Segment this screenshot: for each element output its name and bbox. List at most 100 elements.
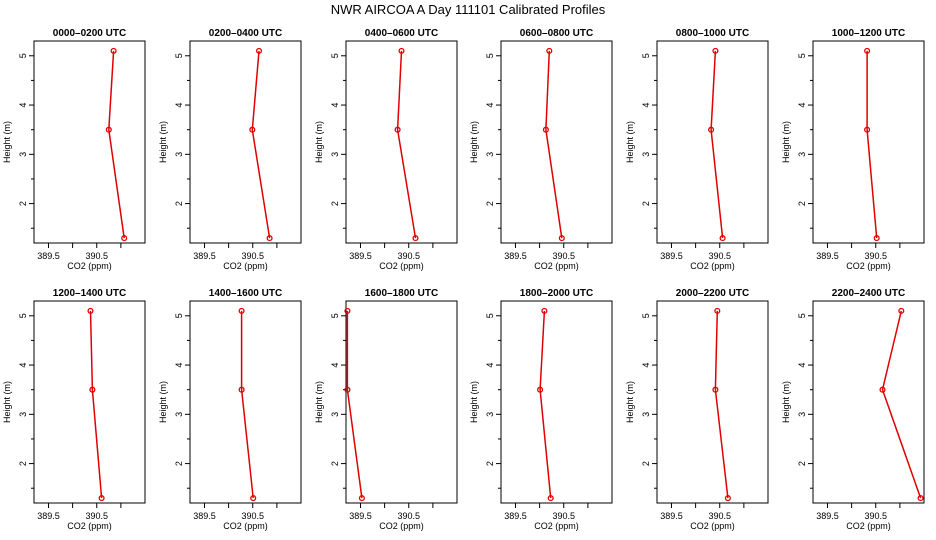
x-tick-label: 390.5 [864, 511, 887, 521]
y-axis-label: Height (m) [2, 121, 12, 163]
y-axis-label: Height (m) [2, 381, 12, 423]
panel-title: 2000–2200 UTC [676, 288, 749, 299]
plot-frame [33, 300, 146, 504]
chart-panel: 1000–1200 UTC 389.5 390.5 2 3 4 5 CO2 (ppm) Heig… [781, 28, 925, 271]
y-tick-label: 5 [174, 313, 184, 318]
y-tick-label: 5 [641, 53, 651, 58]
chart-panel: 0000–0200 UTC 389.5 390.5 2 3 4 5 CO2 (ppm) Heig… [2, 28, 146, 271]
x-tick-label: 390.5 [85, 251, 108, 261]
plot-frame [33, 40, 146, 244]
data-point [719, 235, 726, 242]
data-point [412, 235, 419, 242]
data-point [724, 495, 731, 502]
data-point [873, 235, 880, 242]
panel-title: 1200–1400 UTC [53, 288, 126, 299]
series-line [866, 50, 878, 239]
y-tick-label: 4 [641, 103, 651, 108]
x-tick-label: 389.5 [193, 511, 216, 521]
y-tick-label: 5 [330, 53, 340, 58]
x-axis-label: CO2 (ppm) [534, 261, 579, 271]
data-point [344, 386, 351, 393]
plot-frame [189, 40, 302, 244]
x-tick-label: 390.5 [397, 511, 420, 521]
chart-panel: 0600–0800 UTC 389.5 390.5 2 3 4 5 CO2 (ppm) Heig… [469, 28, 613, 271]
y-tick-label: 5 [797, 53, 807, 58]
y-axis-label: Height (m) [781, 381, 791, 423]
x-tick-label: 390.5 [708, 511, 731, 521]
chart-panel: 0800–1000 UTC 389.5 390.5 2 3 4 5 CO2 (ppm) Heig… [625, 28, 769, 271]
series-line [714, 310, 729, 499]
y-tick-label: 4 [330, 363, 340, 368]
x-axis-label: CO2 (ppm) [223, 521, 268, 531]
data-point [398, 47, 405, 54]
data-point [110, 47, 117, 54]
panel-title: 1400–1600 UTC [209, 288, 282, 299]
plot-frame [656, 300, 769, 504]
series-line [881, 310, 922, 499]
x-tick-label: 389.5 [660, 251, 683, 261]
y-tick-label: 2 [797, 201, 807, 206]
x-tick-label: 390.5 [241, 511, 264, 521]
y-tick-label: 2 [330, 461, 340, 466]
y-tick-label: 5 [174, 53, 184, 58]
y-tick-label: 4 [174, 363, 184, 368]
data-point [537, 386, 544, 393]
x-tick-label: 389.5 [349, 511, 372, 521]
y-tick-label: 3 [330, 152, 340, 157]
x-axis-label: CO2 (ppm) [379, 521, 424, 531]
x-tick-label: 390.5 [241, 251, 264, 261]
x-axis-label: CO2 (ppm) [379, 261, 424, 271]
y-tick-label: 4 [330, 103, 340, 108]
y-tick-label: 4 [18, 103, 28, 108]
data-point [864, 47, 871, 54]
y-tick-label: 4 [797, 103, 807, 108]
y-tick-label: 4 [485, 103, 495, 108]
y-tick-label: 2 [174, 201, 184, 206]
x-axis-label: CO2 (ppm) [690, 261, 735, 271]
x-tick-label: 390.5 [85, 511, 108, 521]
x-tick-label: 390.5 [864, 251, 887, 261]
panel-title: 0400–0600 UTC [365, 28, 438, 39]
data-point [87, 307, 94, 314]
data-point [255, 47, 263, 54]
data-point [238, 386, 245, 393]
x-tick-label: 390.5 [397, 251, 420, 261]
y-tick-label: 3 [174, 152, 184, 157]
data-point [105, 126, 112, 133]
data-point [879, 386, 886, 393]
series-line [89, 310, 103, 499]
panel-title: 0600–0800 UTC [520, 28, 593, 39]
data-point [121, 235, 128, 242]
plot-frame [812, 300, 925, 504]
series-line [396, 50, 417, 239]
y-tick-label: 5 [641, 313, 651, 318]
data-point [714, 307, 721, 314]
y-tick-label: 2 [641, 461, 651, 466]
y-tick-label: 5 [18, 313, 28, 318]
chart-panel: 2000–2200 UTC 389.5 390.5 2 3 4 5 CO2 (ppm) Heig… [625, 288, 769, 531]
x-tick-label: 389.5 [37, 511, 60, 521]
series-line [545, 50, 563, 239]
x-axis-label: CO2 (ppm) [223, 261, 268, 271]
x-axis-label: CO2 (ppm) [67, 261, 112, 271]
y-axis-label: Height (m) [314, 121, 324, 163]
series-line [240, 310, 254, 499]
x-tick-label: 389.5 [816, 511, 839, 521]
plot-frame [500, 300, 613, 504]
data-point [712, 386, 719, 393]
y-tick-label: 3 [485, 412, 495, 417]
y-tick-label: 5 [485, 313, 495, 318]
chart-panel: 0400–0600 UTC 389.5 390.5 2 3 4 5 CO2 (ppm) Heig… [314, 28, 458, 271]
data-point [708, 126, 715, 133]
data-point [344, 307, 351, 314]
series-line [108, 50, 125, 239]
data-point [898, 307, 905, 314]
series-line [251, 50, 271, 239]
x-tick-label: 389.5 [349, 251, 372, 261]
y-tick-label: 3 [485, 152, 495, 157]
y-tick-label: 4 [485, 363, 495, 368]
plot-frame [345, 40, 458, 244]
chart-panel: 1200–1400 UTC 389.5 390.5 2 3 4 5 CO2 (ppm) Heig… [2, 288, 146, 531]
y-axis-label: Height (m) [158, 381, 168, 423]
